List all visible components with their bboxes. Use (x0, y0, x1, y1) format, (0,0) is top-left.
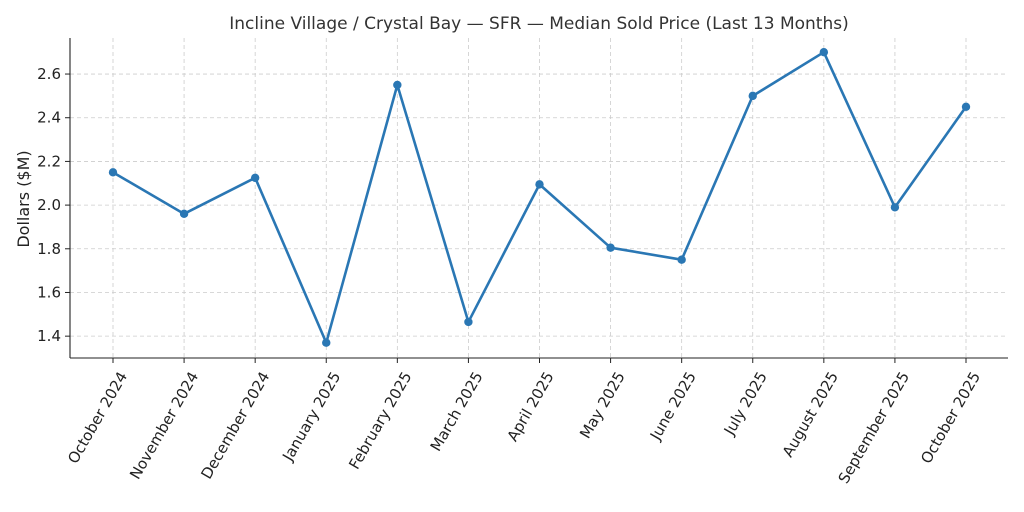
y-ticks: 1.4 1.6 1.8 2.0 2.2 2.4 2.6 (37, 65, 61, 345)
data-point (393, 80, 402, 90)
y-tick-label: 1.8 (37, 240, 61, 258)
y-tick-label: 1.4 (37, 327, 61, 345)
data-point (322, 338, 331, 347)
x-tick-label: July 2025 (720, 369, 771, 439)
x-tick-label: February 2025 (345, 369, 415, 473)
x-tick-label: October 2025 (917, 369, 984, 467)
data-point (890, 203, 900, 212)
y-tick-label: 1.6 (37, 283, 61, 301)
x-tick-label: August 2025 (779, 369, 842, 461)
x-tick-label: April 2025 (503, 369, 557, 445)
grid (70, 38, 1008, 358)
y-tick-label: 2.2 (37, 152, 61, 170)
y-tick-label: 2.6 (37, 65, 61, 83)
x-tick-label: September 2025 (835, 369, 914, 487)
data-point (250, 173, 260, 182)
x-tick-label: May 2025 (576, 369, 629, 442)
x-tick-label: December 2024 (197, 369, 273, 483)
axes (65, 38, 1008, 363)
x-tick-label: June 2025 (646, 369, 700, 444)
y-axis-label: Dollars ($M) (14, 150, 33, 247)
data-point (677, 255, 686, 264)
data-point (819, 47, 829, 57)
x-tick-label: November 2024 (126, 369, 202, 483)
data-point (179, 209, 189, 219)
data-point (464, 317, 473, 327)
data-point (961, 102, 971, 112)
series-layer (108, 47, 971, 347)
x-tick-label: March 2025 (427, 369, 487, 455)
y-tick-label: 2.0 (37, 196, 61, 214)
data-point (606, 243, 615, 252)
y-tick-label: 2.4 (37, 109, 61, 127)
x-tick-label: January 2025 (278, 369, 344, 465)
data-point (535, 180, 544, 189)
x-tick-label: October 2024 (64, 369, 131, 467)
chart-title: Incline Village / Crystal Bay — SFR — Me… (229, 14, 848, 34)
data-point (108, 168, 118, 177)
data-point (748, 91, 757, 101)
